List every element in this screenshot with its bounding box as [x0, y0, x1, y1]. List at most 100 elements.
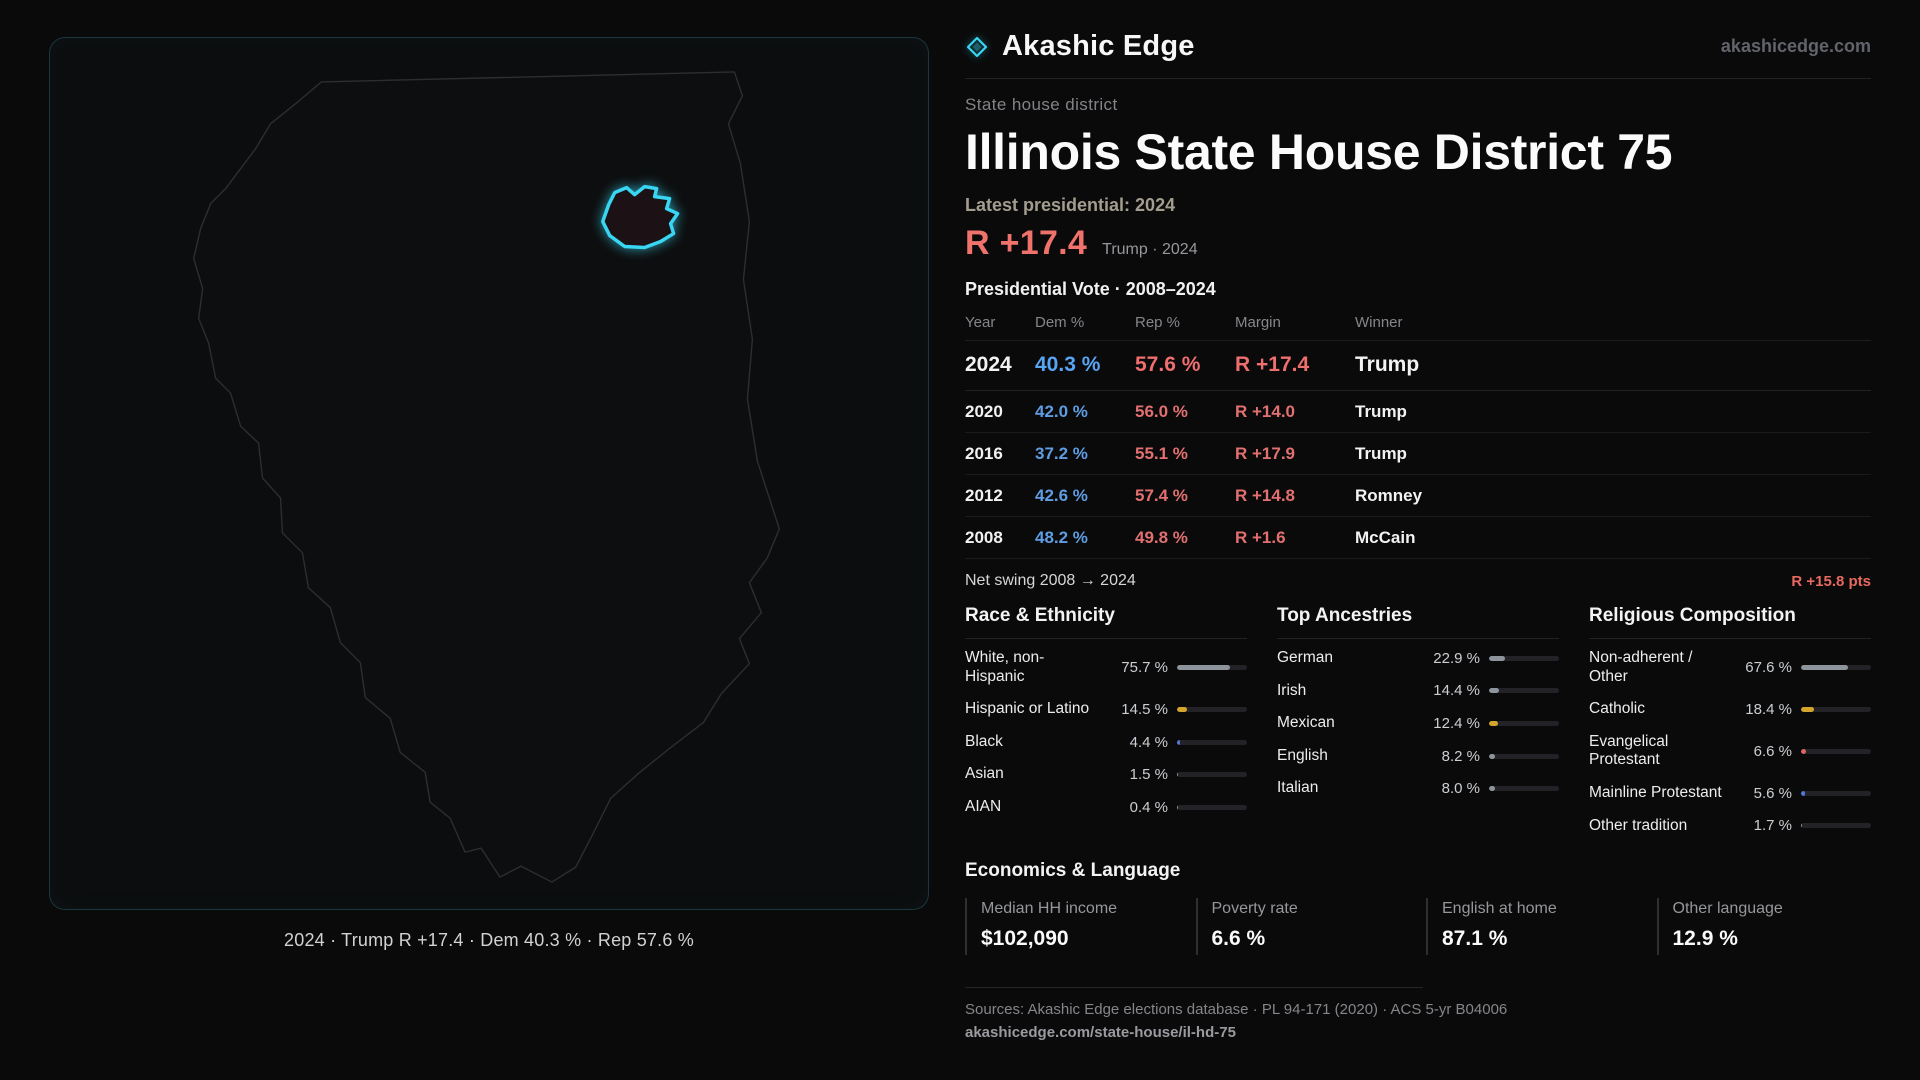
demo-bar: [1177, 665, 1247, 671]
demo-bar: [1801, 790, 1871, 796]
net-swing-label: Net swing 2008 → 2024: [965, 572, 1136, 589]
demo-bar: [1801, 706, 1871, 712]
cell-dem: 42.6 %: [1035, 486, 1088, 505]
demo-bar: [1489, 753, 1559, 759]
stat-english-at-home: English at home 87.1 %: [1426, 898, 1641, 956]
stat-poverty-rate: Poverty rate 6.6 %: [1195, 898, 1411, 956]
map-caption: 2024 · Trump R +17.4 · Dem 40.3 % · Rep …: [284, 930, 694, 950]
cell-dem: 40.3 %: [1035, 353, 1101, 376]
demo-value: 0.4 %: [1129, 798, 1168, 816]
demo-bar-fill: [1489, 720, 1498, 726]
demo-value: 4.4 %: [1129, 733, 1168, 751]
demo-bar-fill: [1801, 823, 1803, 829]
cell-dem: 42.0 %: [1035, 402, 1088, 421]
demo-label: Mainline Protestant: [1589, 783, 1722, 801]
demo-row: Black 4.4 %: [965, 726, 1247, 759]
cell-rep: 57.4 %: [1135, 486, 1188, 505]
cell-winner: Trump: [1355, 444, 1407, 463]
net-swing-value: R +15.8 pts: [1791, 572, 1871, 590]
demographics-grid: Race & Ethnicity White, non-Hispanic 75.…: [965, 605, 1871, 842]
demo-row: White, non-Hispanic 75.7 %: [965, 642, 1247, 693]
demo-bar-fill: [1177, 665, 1230, 671]
cell-margin: R +1.6: [1235, 528, 1286, 547]
cell-year: 2008: [965, 528, 1003, 547]
demo-bar: [1489, 655, 1559, 661]
district-kicker: State house district: [965, 95, 1118, 114]
cell-rep: 55.1 %: [1135, 444, 1188, 463]
state-map-panel: [49, 37, 929, 910]
demo-value: 8.2 %: [1441, 747, 1480, 765]
footer-divider: [965, 987, 1423, 989]
permalink[interactable]: akashicedge.com/state-house/il-hd-75: [965, 1024, 1236, 1042]
demo-label: English: [1277, 746, 1328, 764]
brand-name: Akashic Edge: [1002, 30, 1195, 62]
demo-value: 14.5 %: [1121, 700, 1168, 718]
cell-dem: 48.2 %: [1035, 528, 1088, 547]
demo-row: Other tradition 1.7 %: [1589, 810, 1871, 843]
demo-row: Asian 1.5 %: [965, 758, 1247, 791]
cell-winner: Trump: [1355, 353, 1420, 376]
info-column: Akashic Edge akashicedge.com State house…: [965, 30, 1871, 1042]
table-row: 2012 42.6 % 57.4 % R +14.8 Romney: [965, 475, 1871, 517]
demo-bar-fill: [1489, 786, 1495, 792]
header: Akashic Edge akashicedge.com: [965, 30, 1871, 79]
table-row: 2016 37.2 % 55.1 % R +17.9 Trump: [965, 433, 1871, 475]
cell-winner: Romney: [1355, 486, 1423, 505]
section-title: Race & Ethnicity: [965, 605, 1247, 639]
demo-label: Evangelical Protestant: [1589, 732, 1669, 769]
cell-margin: R +14.8: [1235, 486, 1296, 505]
brand-domain-link[interactable]: akashicedge.com: [1720, 36, 1871, 56]
demo-bar-fill: [1801, 665, 1849, 671]
stat-median-hh-income: Median HH income $102,090: [965, 898, 1180, 956]
page-title: Illinois State House District 75: [965, 124, 1673, 180]
stat-value: 87.1 %: [1442, 927, 1508, 951]
cell-margin: R +17.4: [1235, 353, 1310, 376]
stat-value: $102,090: [981, 927, 1069, 951]
stat-label: Other language: [1672, 900, 1783, 918]
race-ethnicity-section: Race & Ethnicity White, non-Hispanic 75.…: [965, 605, 1247, 842]
demo-bar-fill: [1177, 772, 1179, 778]
demo-value: 22.9 %: [1433, 649, 1480, 667]
demo-label: Asian: [965, 765, 1004, 783]
district-75-shape: [600, 184, 680, 250]
headline-margin-row: R +17.4 Trump · 2024: [965, 224, 1871, 263]
stat-value: 6.6 %: [1211, 927, 1266, 951]
demo-row: German 22.9 %: [1277, 642, 1559, 675]
section-title: Top Ancestries: [1277, 605, 1559, 639]
demo-bar-fill: [1801, 706, 1814, 712]
demo-bar: [1177, 772, 1247, 778]
cell-rep: 49.8 %: [1135, 528, 1188, 547]
demo-label: White, non-Hispanic: [965, 649, 1045, 685]
demo-label: Other tradition: [1589, 816, 1688, 834]
demo-label: Mexican: [1277, 714, 1335, 732]
headline-margin-context: Trump · 2024: [1102, 241, 1198, 258]
demo-value: 75.7 %: [1121, 659, 1168, 677]
diamond-logo-icon: [966, 36, 988, 57]
demo-bar: [1801, 665, 1871, 671]
demo-bar-fill: [1177, 706, 1188, 712]
cell-year: 2024: [965, 353, 1012, 376]
stat-other-language: Other language 12.9 %: [1656, 898, 1872, 956]
demo-row: Italian 8.0 %: [1277, 772, 1559, 805]
demo-bar: [1177, 804, 1247, 810]
demo-label: German: [1277, 649, 1333, 666]
demo-label: Irish: [1277, 681, 1307, 699]
demo-label: Catholic: [1589, 700, 1645, 718]
demo-row: Non-adherent / Other 67.6 %: [1589, 642, 1871, 693]
illinois-map: [192, 71, 781, 883]
demo-value: 12.4 %: [1433, 714, 1480, 732]
section-title: Religious Composition: [1589, 605, 1871, 639]
footer: Sources: Akashic Edge elections database…: [965, 987, 1871, 1042]
cell-winner: McCain: [1355, 528, 1416, 547]
demo-bar: [1801, 823, 1871, 829]
cell-rep: 56.0 %: [1135, 402, 1188, 421]
cell-rep: 57.6 %: [1135, 353, 1201, 376]
demo-label: Non-adherent / Other: [1589, 649, 1693, 685]
demo-row: English 8.2 %: [1277, 740, 1559, 773]
table-row: 2024 40.3 % 57.6 % R +17.4 Trump: [965, 340, 1871, 391]
economics-language-title: Economics & Language: [965, 860, 1181, 882]
demo-bar: [1489, 786, 1559, 792]
demo-value: 8.0 %: [1441, 780, 1480, 798]
demo-bar: [1177, 739, 1247, 745]
